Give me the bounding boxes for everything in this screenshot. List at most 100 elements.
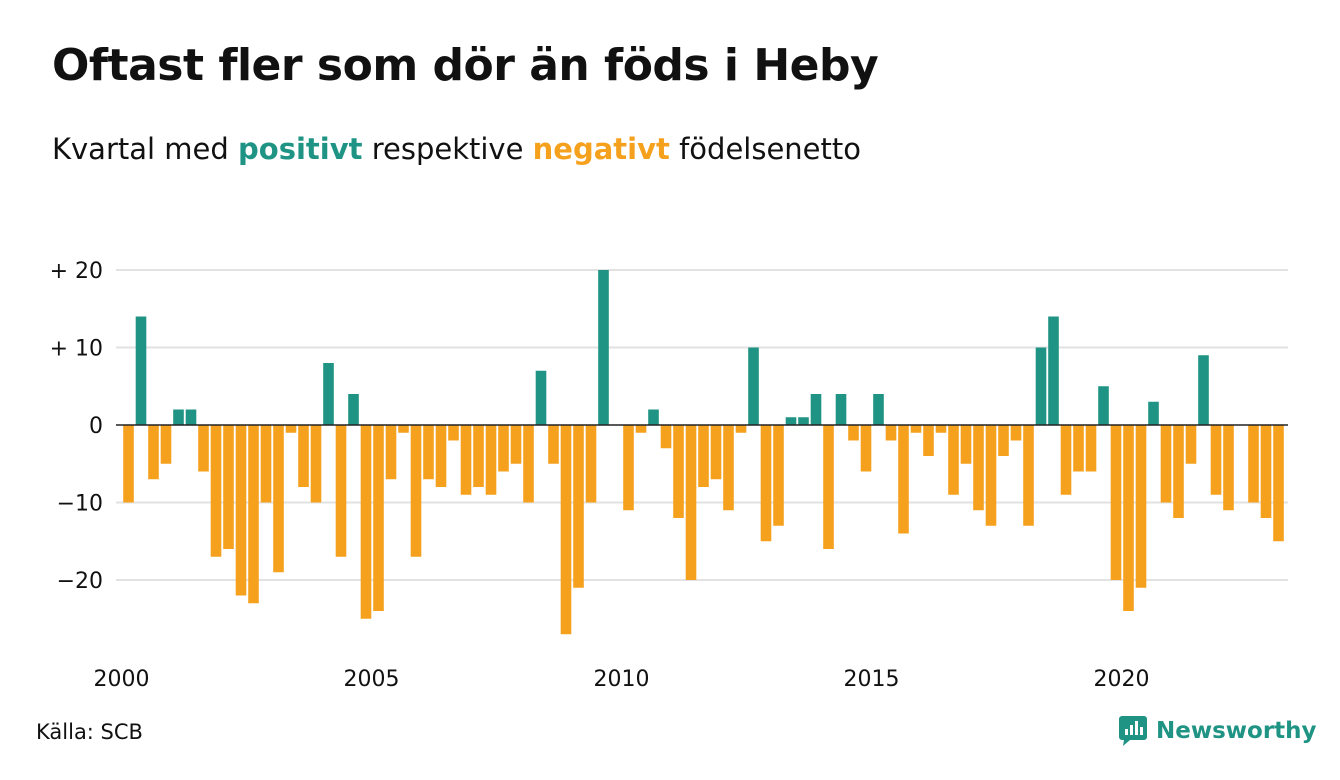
bar-1 xyxy=(135,316,147,425)
bar-68 xyxy=(973,425,984,511)
bar-52 xyxy=(773,425,784,526)
bar-26 xyxy=(448,425,459,441)
bar-16 xyxy=(323,363,334,425)
y-tick-label-4: −20 xyxy=(57,569,103,594)
x-tick-label-1: 2005 xyxy=(344,667,400,692)
bar-11 xyxy=(260,425,272,503)
subtitle-positive-word: positivt xyxy=(238,132,363,166)
bar-42 xyxy=(648,409,659,425)
bar-70 xyxy=(998,425,1009,456)
bar-90 xyxy=(1248,425,1259,503)
bar-47 xyxy=(710,425,722,480)
bar-27 xyxy=(460,425,472,495)
bar-65 xyxy=(935,425,947,433)
bar-2 xyxy=(148,425,159,480)
bar-59 xyxy=(860,425,872,472)
bar-18 xyxy=(348,394,359,425)
bar-14 xyxy=(298,425,309,487)
bar-37 xyxy=(585,425,597,503)
bar-60 xyxy=(873,394,884,425)
bar-78 xyxy=(1098,386,1109,425)
bar-17 xyxy=(335,425,347,557)
bar-3 xyxy=(160,425,172,464)
bar-22 xyxy=(398,425,409,433)
bar-74 xyxy=(1048,316,1059,425)
bar-7 xyxy=(210,425,222,557)
x-tick-label-0: 2000 xyxy=(94,667,150,692)
bar-43 xyxy=(660,425,672,449)
bar-76 xyxy=(1073,425,1084,472)
bar-80 xyxy=(1123,425,1134,611)
bar-55 xyxy=(810,394,822,425)
brand-name: Newsworthy xyxy=(1156,718,1317,744)
y-tick-label-1: + 10 xyxy=(50,337,103,362)
bar-88 xyxy=(1223,425,1234,511)
bar-71 xyxy=(1010,425,1022,441)
bar-87 xyxy=(1210,425,1222,495)
bar-67 xyxy=(960,425,972,464)
subtitle-mid: respektive xyxy=(362,132,533,166)
x-axis-labels: 2000 2005 2010 2015 2020 xyxy=(94,667,1150,692)
bar-79 xyxy=(1110,425,1122,580)
bar-64 xyxy=(923,425,934,456)
bars xyxy=(123,270,1284,635)
bar-23 xyxy=(410,425,422,557)
y-tick-label-0: + 20 xyxy=(50,259,103,284)
bar-35 xyxy=(560,425,572,635)
bar-41 xyxy=(635,425,647,433)
bar-chart: + 20 + 10 0 −10 −20 2000 2005 2010 2015 2020 xyxy=(50,259,1288,692)
bar-36 xyxy=(573,425,584,588)
x-tick-label-2: 2010 xyxy=(594,667,650,692)
bar-45 xyxy=(685,425,697,580)
source-note: Källa: SCB xyxy=(36,720,143,744)
bar-69 xyxy=(985,425,997,526)
bar-9 xyxy=(235,425,247,596)
bar-75 xyxy=(1060,425,1072,495)
bar-5 xyxy=(185,409,197,425)
bar-56 xyxy=(823,425,834,549)
bar-48 xyxy=(723,425,734,511)
y-axis-labels: + 20 + 10 0 −10 −20 xyxy=(50,259,103,594)
bar-53 xyxy=(785,417,797,425)
bar-38 xyxy=(598,270,609,425)
bar-31 xyxy=(510,425,522,464)
brand-logo: Newsworthy xyxy=(1118,714,1317,748)
bar-63 xyxy=(910,425,922,433)
chart-title: Oftast fler som dör än föds i Heby xyxy=(52,40,879,91)
subtitle-negative-word: negativt xyxy=(532,132,670,166)
bar-82 xyxy=(1148,401,1159,425)
bar-92 xyxy=(1273,425,1284,542)
bar-8 xyxy=(223,425,234,549)
x-tick-label-4: 2020 xyxy=(1094,667,1150,692)
x-tick-label-3: 2015 xyxy=(844,667,900,692)
bar-84 xyxy=(1173,425,1184,518)
bar-83 xyxy=(1160,425,1172,503)
bar-15 xyxy=(310,425,322,503)
bar-28 xyxy=(473,425,484,487)
bar-20 xyxy=(373,425,384,611)
bar-85 xyxy=(1185,425,1197,464)
bar-0 xyxy=(123,425,134,503)
bar-30 xyxy=(498,425,509,472)
chart-subtitle: Kvartal med positivt respektive negativt… xyxy=(52,132,861,166)
bar-32 xyxy=(523,425,534,503)
bar-49 xyxy=(735,425,747,433)
bar-72 xyxy=(1023,425,1034,526)
bar-73 xyxy=(1035,347,1047,425)
bar-12 xyxy=(273,425,284,573)
bar-34 xyxy=(548,425,559,464)
bar-10 xyxy=(248,425,259,604)
bar-57 xyxy=(835,394,847,425)
bar-54 xyxy=(798,417,809,425)
bar-61 xyxy=(885,425,897,441)
bar-58 xyxy=(848,425,859,441)
bar-77 xyxy=(1085,425,1097,472)
bar-19 xyxy=(360,425,372,619)
bar-51 xyxy=(760,425,772,542)
bar-25 xyxy=(435,425,447,487)
bar-21 xyxy=(385,425,397,480)
bar-81 xyxy=(1135,425,1147,588)
bar-29 xyxy=(485,425,497,495)
bar-40 xyxy=(623,425,634,511)
bar-44 xyxy=(673,425,684,518)
